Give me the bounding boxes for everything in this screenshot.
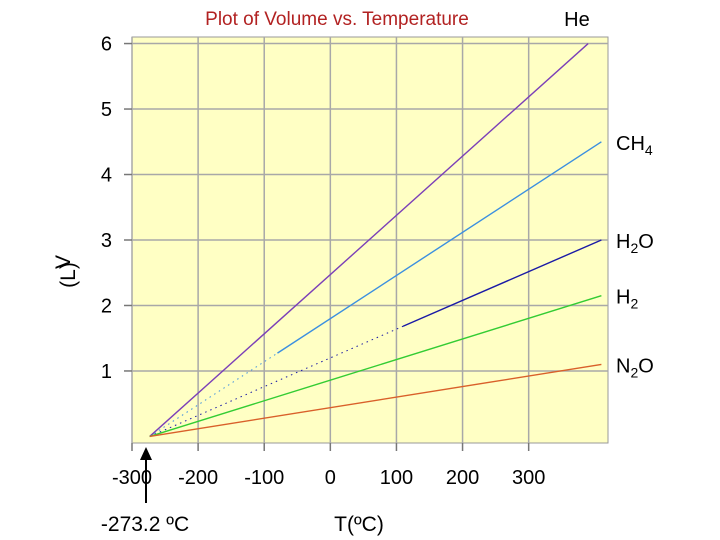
series-h2o-extrapolation bbox=[149, 325, 404, 437]
series-label-n2o: N2O bbox=[616, 355, 654, 380]
series-label-h2o: H2O bbox=[616, 231, 654, 256]
y-tick-label: 5 bbox=[101, 99, 112, 121]
chart-title: Plot of Volume vs. Temperature bbox=[205, 9, 469, 30]
y-axis-label-main: V bbox=[52, 255, 75, 269]
x-tick-label: -200 bbox=[178, 467, 218, 489]
series-labels: He CH4 H2O H2 N2O bbox=[564, 9, 654, 380]
y-tick-label: 4 bbox=[101, 165, 112, 187]
series-h2o-line bbox=[402, 239, 602, 327]
series-h2-line bbox=[149, 294, 602, 438]
series-he-line bbox=[149, 43, 589, 437]
x-tick-label: 200 bbox=[446, 467, 479, 489]
x-tick-label: 0 bbox=[325, 467, 336, 489]
series-n2o-line bbox=[149, 363, 602, 438]
x-tick-label: -300 bbox=[112, 467, 152, 489]
x-axis-label: T(ºC) bbox=[334, 513, 384, 536]
origin-arrow bbox=[140, 447, 152, 503]
axis-ticks: -300 -200 -100 0 100 200 300 1 2 3 4 5 6 bbox=[101, 34, 545, 489]
series-ch4-extrapolation bbox=[149, 352, 278, 437]
series-label-h2: H2 bbox=[616, 287, 638, 312]
series-lines bbox=[149, 43, 602, 438]
origin-temperature-label: -273.2 ºC bbox=[101, 513, 189, 536]
series-label-he: He bbox=[564, 9, 590, 31]
y-tick-label: 3 bbox=[101, 230, 112, 252]
y-tick-label: 1 bbox=[101, 361, 112, 383]
y-tick-label: 6 bbox=[101, 34, 112, 56]
y-tick-label: 2 bbox=[101, 295, 112, 317]
y-axis-label-unit: (L) bbox=[57, 262, 80, 288]
x-tick-label: 100 bbox=[380, 467, 413, 489]
x-tick-label: -100 bbox=[244, 467, 284, 489]
series-ch4-line bbox=[277, 141, 602, 354]
series-label-ch4: CH4 bbox=[616, 133, 653, 158]
x-tick-label: 300 bbox=[512, 467, 545, 489]
